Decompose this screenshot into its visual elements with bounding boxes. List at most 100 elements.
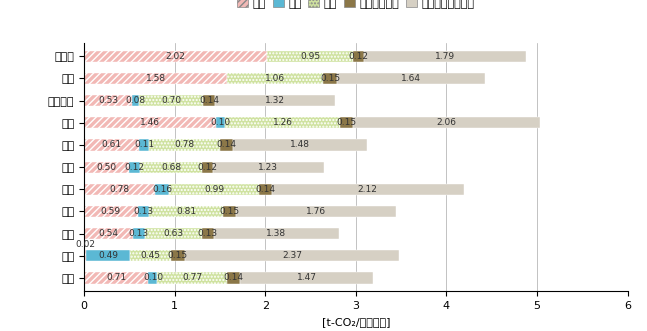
Text: 0.13: 0.13 [129,229,149,238]
Text: 0.50: 0.50 [96,163,117,172]
Bar [184,250,399,261]
Text: 1.26: 1.26 [272,118,292,127]
Bar [364,51,526,62]
Bar [138,206,149,217]
Text: 2.37: 2.37 [282,251,302,260]
Text: 0.78: 0.78 [175,140,195,150]
Bar [139,95,203,106]
Text: 0.78: 0.78 [109,185,129,194]
Bar [225,117,340,128]
Text: 0.02: 0.02 [75,240,95,249]
Bar [130,250,171,261]
Text: 0.12: 0.12 [197,163,217,172]
Text: 0.77: 0.77 [182,273,203,282]
Bar [149,139,220,151]
Text: 1.76: 1.76 [306,207,326,216]
Bar [140,162,202,173]
Text: 0.08: 0.08 [126,96,146,105]
Text: 0.68: 0.68 [161,163,181,172]
Text: 0.14: 0.14 [224,273,243,282]
Bar [353,117,540,128]
Text: 2.06: 2.06 [437,118,456,127]
Text: 1.58: 1.58 [146,74,166,83]
Text: 0.15: 0.15 [336,118,356,127]
Text: 1.47: 1.47 [296,273,316,282]
Text: 0.61: 0.61 [102,140,122,150]
Text: 0.10: 0.10 [143,273,163,282]
Text: 0.49: 0.49 [98,251,118,260]
Bar [233,139,367,151]
Bar [84,73,227,84]
Bar [139,139,149,151]
Bar [84,117,216,128]
Text: 0.14: 0.14 [199,96,219,105]
Text: 1.23: 1.23 [258,163,278,172]
Text: 1.48: 1.48 [290,140,310,150]
Bar [272,184,464,195]
Bar [202,162,213,173]
Bar [149,206,223,217]
Bar [337,73,485,84]
Bar [84,250,86,261]
Bar [215,95,335,106]
Text: 0.12: 0.12 [125,163,145,172]
Bar [340,117,353,128]
Bar [324,73,337,84]
Text: 0.15: 0.15 [219,207,239,216]
Bar [84,139,139,151]
Text: 1.06: 1.06 [265,74,285,83]
Legend: 暖房, 冷房, 給湯, 台所用コンロ, 照明・家電製品等: 暖房, 冷房, 給湯, 台所用コンロ, 照明・家電製品等 [233,0,479,13]
Text: 0.70: 0.70 [161,96,181,105]
Text: 0.81: 0.81 [176,207,196,216]
Bar [145,228,202,239]
Bar [84,272,148,284]
Bar [84,95,132,106]
Text: 0.14: 0.14 [256,185,275,194]
Bar [170,184,259,195]
Bar [203,95,215,106]
Text: 0.14: 0.14 [216,140,236,150]
Text: 0.99: 0.99 [204,185,224,194]
Bar [267,51,353,62]
Text: 2.02: 2.02 [166,52,186,61]
Text: 0.16: 0.16 [152,185,172,194]
Text: 1.79: 1.79 [435,52,455,61]
Bar [213,162,324,173]
Bar [86,250,130,261]
Bar [227,73,324,84]
Text: 0.15: 0.15 [168,251,188,260]
Bar [223,206,236,217]
Text: 0.15: 0.15 [320,74,340,83]
Bar [240,272,373,284]
Text: 0.95: 0.95 [300,52,320,61]
Bar [220,139,233,151]
Bar [84,162,129,173]
Bar [202,228,214,239]
Bar [84,184,155,195]
Bar [216,117,225,128]
X-axis label: [t-CO₂/世帯・年]: [t-CO₂/世帯・年] [322,316,390,327]
Text: 0.54: 0.54 [98,229,118,238]
Bar [236,206,396,217]
Text: 0.13: 0.13 [198,229,218,238]
Text: 0.63: 0.63 [163,229,183,238]
Text: 0.71: 0.71 [106,273,126,282]
Text: 1.32: 1.32 [265,96,285,105]
Text: 1.38: 1.38 [266,229,286,238]
Bar [129,162,140,173]
Bar [214,228,338,239]
Bar [84,228,133,239]
Bar [157,272,227,284]
Text: 1.46: 1.46 [140,118,160,127]
Text: 0.12: 0.12 [349,52,369,61]
Text: 1.64: 1.64 [401,74,421,83]
Bar [148,272,157,284]
Bar [132,95,139,106]
Bar [155,184,170,195]
Bar [84,206,138,217]
Bar [227,272,240,284]
Text: 0.13: 0.13 [133,207,153,216]
Text: 0.11: 0.11 [135,140,155,150]
Bar [353,51,364,62]
Text: 0.45: 0.45 [140,251,160,260]
